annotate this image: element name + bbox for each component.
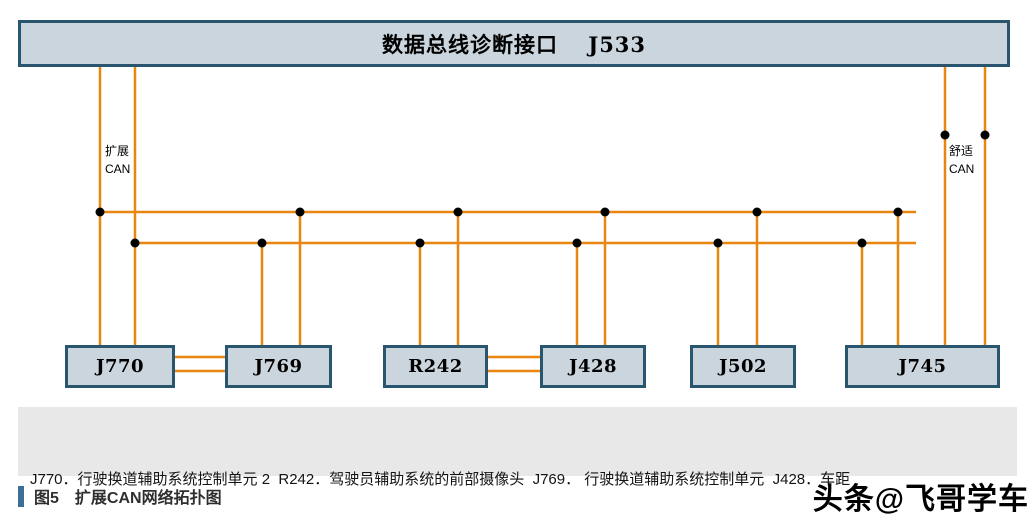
node-j502-label: J502 bbox=[718, 356, 768, 377]
legend-box: J770．行驶换道辅助系统控制单元 2 R242．驾驶员辅助系统的前部摄像头 J… bbox=[18, 407, 1017, 488]
node-j745-label: J745 bbox=[898, 356, 947, 377]
node-j428-label: J428 bbox=[568, 356, 618, 377]
comfort-can-label: 舒适 CAN bbox=[949, 142, 974, 178]
figure-caption-text: 图5 扩展CAN网络拓扑图 bbox=[34, 490, 222, 507]
junction-dot bbox=[980, 130, 990, 140]
node-j428: J428 bbox=[540, 345, 646, 388]
junction-dots bbox=[95, 130, 990, 248]
junction-dot bbox=[415, 238, 425, 248]
node-j769-label: J769 bbox=[254, 356, 303, 377]
extended-can-label-line1: 扩展 bbox=[105, 144, 130, 158]
junction-dot bbox=[752, 207, 762, 217]
node-j502: J502 bbox=[690, 345, 796, 388]
junction-dot bbox=[600, 207, 610, 217]
node-j770-label: J770 bbox=[95, 356, 145, 377]
can-wires bbox=[98, 67, 987, 373]
node-r242: R242 bbox=[383, 345, 488, 388]
extended-can-label-line2: CAN bbox=[105, 162, 131, 176]
node-j533-label: 数据总线诊断接口 J533 bbox=[381, 31, 647, 57]
caption-accent-bar bbox=[18, 485, 24, 507]
junction-dot bbox=[257, 238, 267, 248]
node-j745: J745 bbox=[845, 345, 1000, 388]
comfort-can-label-line2: CAN bbox=[949, 162, 975, 176]
node-j770: J770 bbox=[65, 345, 175, 388]
junction-dot bbox=[572, 238, 582, 248]
junction-dot bbox=[95, 207, 105, 217]
extended-can-label: 扩展 CAN bbox=[105, 142, 130, 178]
legend-line-1: J770．行驶换道辅助系统控制单元 2 R242．驾驶员辅助系统的前部摄像头 J… bbox=[30, 471, 851, 488]
junction-dot bbox=[893, 207, 903, 217]
junction-dot bbox=[295, 207, 305, 217]
node-r242-label: R242 bbox=[408, 356, 463, 377]
node-j533: 数据总线诊断接口 J533 bbox=[18, 20, 1010, 67]
junction-dot bbox=[940, 130, 950, 140]
watermark-text: 头条@飞哥学车 bbox=[812, 483, 1029, 516]
figure-caption: 图5 扩展CAN网络拓扑图 bbox=[18, 484, 222, 508]
junction-dot bbox=[713, 238, 723, 248]
junction-dot bbox=[130, 238, 140, 248]
junction-dot bbox=[857, 238, 867, 248]
node-j769: J769 bbox=[225, 345, 332, 388]
junction-dot bbox=[453, 207, 463, 217]
comfort-can-label-line1: 舒适 bbox=[949, 144, 974, 158]
